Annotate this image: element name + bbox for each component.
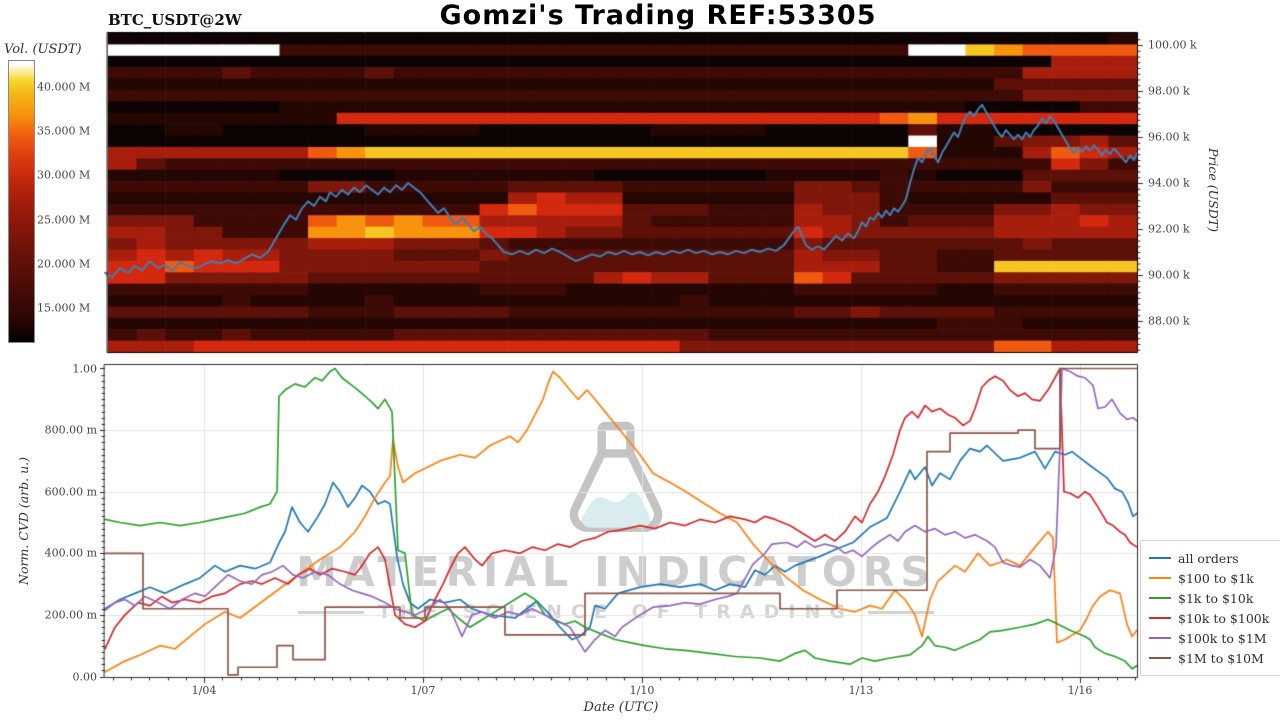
legend-line-swatch xyxy=(1149,576,1171,580)
colorbar-title: Vol. (USDT) xyxy=(4,42,82,57)
cvd-chart-canvas xyxy=(100,360,1150,685)
price-tick-label: 100.00 k xyxy=(1148,38,1197,52)
cvd-tick-label: 800.00 m xyxy=(44,423,97,437)
liquidity-heatmap-canvas xyxy=(100,28,1150,358)
legend-item-label: $100 to $1k xyxy=(1178,570,1254,586)
legend-line-swatch xyxy=(1149,616,1171,620)
legend-item: all orders xyxy=(1149,548,1280,568)
price-tick-label: 90.00 k xyxy=(1148,268,1190,282)
price-axis-title: Price (USDT) xyxy=(1206,148,1221,232)
price-tick-label: 88.00 k xyxy=(1148,314,1190,328)
price-tick-label: 96.00 k xyxy=(1148,130,1190,144)
cbar-tick-label: 35.000 M xyxy=(37,124,91,138)
legend-item-label: $1M to $10M xyxy=(1178,650,1264,666)
price-tick-label: 98.00 k xyxy=(1148,84,1190,98)
legend-item: $1M to $10M xyxy=(1149,648,1280,668)
x-tick-label: 1/16 xyxy=(1067,684,1093,697)
legend-line-swatch xyxy=(1149,596,1171,600)
x-tick-label: 1/07 xyxy=(410,684,436,697)
price-tick-label: 92.00 k xyxy=(1148,222,1190,236)
cvd-tick-label: 400.00 m xyxy=(44,546,97,560)
cbar-tick-label: 40.000 M xyxy=(37,80,91,94)
x-tick-label: 1/13 xyxy=(848,684,874,697)
legend-line-swatch xyxy=(1149,556,1171,560)
cbar-tick-label: 30.000 M xyxy=(37,168,91,182)
volume-colorbar xyxy=(8,60,35,343)
legend-item: $100k to $1M xyxy=(1149,628,1280,648)
cvd-axis-title: Norm. CVD (arb. u.) xyxy=(16,457,31,585)
legend-item-label: all orders xyxy=(1178,550,1239,566)
pair-label: BTC_USDT@2W xyxy=(108,11,242,29)
x-tick-label: 1/04 xyxy=(191,684,217,697)
legend-item-label: $10k to $100k xyxy=(1178,610,1270,626)
legend-item: $10k to $100k xyxy=(1149,608,1280,628)
cbar-tick-label: 25.000 M xyxy=(37,213,91,227)
legend-line-swatch xyxy=(1149,656,1171,660)
legend-item: $1k to $10k xyxy=(1149,588,1280,608)
date-axis-title: Date (UTC) xyxy=(583,700,659,715)
legend-item: $100 to $1k xyxy=(1149,568,1280,588)
page-title: Gomzi's Trading REF:53305 xyxy=(439,0,877,31)
cvd-tick-label: 600.00 m xyxy=(44,485,97,499)
legend-item-label: $100k to $1M xyxy=(1178,630,1267,646)
cbar-tick-label: 15.000 M xyxy=(37,301,91,315)
x-tick-label: 1/10 xyxy=(629,684,655,697)
cvd-tick-label: 200.00 m xyxy=(44,608,97,622)
cvd-tick-label: 1.00 xyxy=(72,362,98,375)
legend: all orders $100 to $1k $1k to $10k $10k … xyxy=(1140,540,1280,676)
legend-item-label: $1k to $10k xyxy=(1178,590,1254,606)
cvd-tick-label: 0.00 xyxy=(72,670,98,683)
price-tick-label: 94.00 k xyxy=(1148,176,1190,190)
legend-line-swatch xyxy=(1149,636,1171,640)
cbar-tick-label: 20.000 M xyxy=(37,257,91,271)
